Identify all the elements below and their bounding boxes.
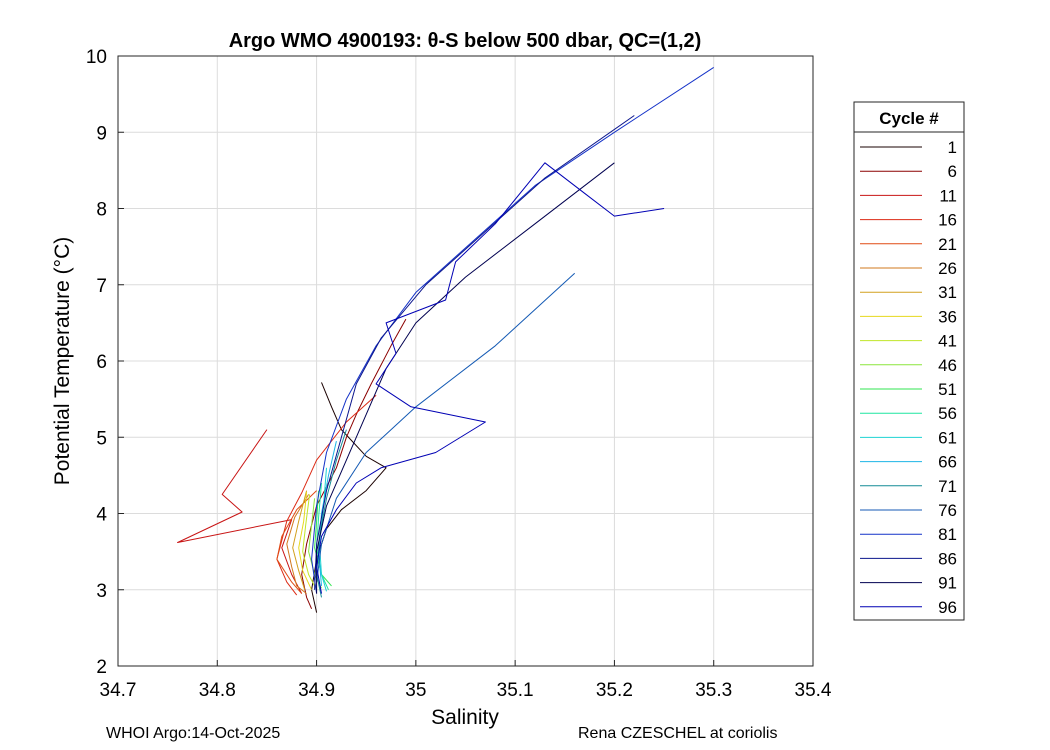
series-line-cycle-76 bbox=[316, 272, 576, 583]
legend-box bbox=[853, 101, 965, 621]
y-ticks: 2 3 4 5 6 7 8 9 10 bbox=[86, 47, 124, 678]
series-line-cycle-11 bbox=[177, 429, 303, 594]
y-tick-label: 2 bbox=[96, 657, 107, 678]
x-tick-label: 34.9 bbox=[298, 680, 335, 701]
series-line-cycle-66 bbox=[318, 440, 337, 586]
series-line-cycle-86 bbox=[314, 115, 635, 590]
legend-label-cycle-26: 26 bbox=[938, 259, 957, 278]
series-line-cycle-6 bbox=[301, 318, 407, 610]
series-line-cycle-31 bbox=[292, 490, 308, 590]
series-line-cycle-91 bbox=[316, 162, 615, 594]
y-tick-label: 4 bbox=[96, 505, 107, 526]
y-tick-label: 10 bbox=[86, 47, 107, 68]
legend-label-cycle-86: 86 bbox=[938, 549, 957, 568]
legend-label-cycle-51: 51 bbox=[938, 380, 957, 399]
legend-label-cycle-16: 16 bbox=[938, 211, 957, 230]
footer-attribution: Rena CZESCHEL at coriolis bbox=[578, 725, 778, 742]
y-tick-label: 6 bbox=[96, 352, 107, 373]
legend-label-cycle-6: 6 bbox=[948, 162, 957, 181]
series-line-cycle-36 bbox=[298, 492, 313, 591]
footer-date: WHOI Argo:14-Oct-2025 bbox=[106, 725, 281, 742]
legend-label-cycle-41: 41 bbox=[938, 332, 957, 351]
x-tick-label: 35.2 bbox=[596, 680, 633, 701]
legend-label-cycle-66: 66 bbox=[938, 453, 957, 472]
x-ticks: 34.7 34.8 34.9 35 35.1 35.2 35.3 35.4 bbox=[100, 660, 832, 701]
y-tick-label: 5 bbox=[96, 428, 107, 449]
series-line-cycle-96 bbox=[316, 162, 665, 594]
legend-label-cycle-96: 96 bbox=[938, 598, 957, 617]
legend-label-cycle-1: 1 bbox=[948, 138, 957, 157]
y-tick-label: 8 bbox=[96, 200, 107, 221]
legend-label-cycle-61: 61 bbox=[938, 428, 957, 447]
legend-label-cycle-56: 56 bbox=[938, 404, 957, 423]
x-tick-label: 34.7 bbox=[100, 680, 137, 701]
legend-label-cycle-91: 91 bbox=[938, 574, 957, 593]
series-line-cycle-41 bbox=[302, 494, 318, 591]
x-tick-label: 35 bbox=[405, 680, 426, 701]
legend-label-cycle-71: 71 bbox=[938, 477, 957, 496]
series-line-cycle-81 bbox=[311, 66, 714, 594]
x-tick-label: 35.1 bbox=[497, 680, 534, 701]
legend-label-cycle-36: 36 bbox=[938, 307, 957, 326]
legend-title: Cycle # bbox=[879, 109, 939, 128]
legend-label-cycle-11: 11 bbox=[939, 186, 957, 205]
y-axis-label: Potential Temperature (°C) bbox=[51, 237, 74, 485]
x-tick-label: 34.8 bbox=[199, 680, 236, 701]
legend-label-cycle-31: 31 bbox=[938, 283, 957, 302]
series-line-cycle-16 bbox=[276, 394, 377, 596]
legend-label-cycle-46: 46 bbox=[938, 356, 957, 375]
y-tick-label: 7 bbox=[96, 276, 107, 297]
series-line-cycle-21 bbox=[276, 490, 317, 594]
y-tick-label: 9 bbox=[96, 123, 107, 144]
series-group bbox=[177, 66, 714, 613]
y-tick-label: 3 bbox=[96, 581, 107, 602]
series-line-cycle-26 bbox=[286, 494, 310, 594]
series-line-cycle-51 bbox=[314, 490, 332, 587]
legend-label-cycle-81: 81 bbox=[938, 525, 957, 544]
x-tick-label: 35.4 bbox=[795, 680, 832, 701]
x-tick-label: 35.3 bbox=[695, 680, 732, 701]
legend-label-cycle-21: 21 bbox=[938, 235, 957, 254]
legend-label-cycle-76: 76 bbox=[938, 501, 957, 520]
chart-title: Argo WMO 4900193: θ-S below 500 dbar, QC… bbox=[229, 30, 702, 52]
x-axis-label: Salinity bbox=[431, 706, 499, 729]
legend: Cycle # 16111621263136414651566166717681… bbox=[853, 101, 965, 621]
